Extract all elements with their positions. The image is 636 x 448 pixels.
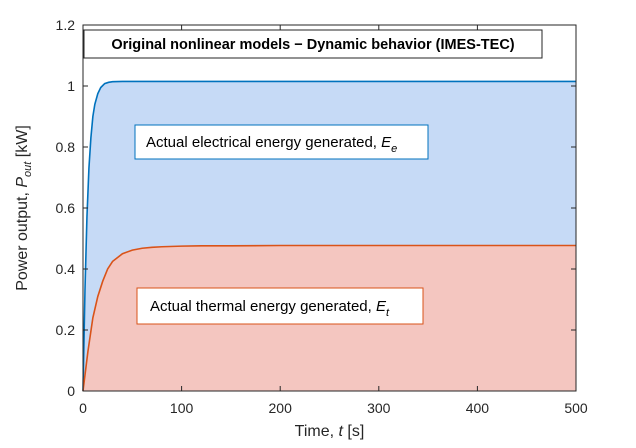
x-tick-label: 100 — [170, 400, 194, 416]
thermal-annotation-box — [136, 287, 424, 325]
y-tick-label: 1.2 — [56, 17, 76, 33]
chart-title: Original nonlinear models − Dynamic beha… — [111, 37, 514, 53]
x-tick-label: 500 — [564, 400, 588, 416]
x-axis-label: Time, t [s] — [295, 423, 365, 440]
y-tick-label: 0.8 — [56, 139, 76, 155]
electrical-annotation: Actual electrical energy generated, Ee — [146, 134, 397, 155]
y-tick-label: 0.4 — [56, 261, 76, 277]
y-tick-label: 1 — [67, 78, 75, 94]
x-tick-label: 0 — [79, 400, 87, 416]
axes: 0 0.2 0.4 0.6 0.8 1 1.2 0 100 200 300 400 500 Time, t… — [14, 17, 588, 440]
electrical-line — [82, 80, 576, 392]
x-tick-label: 200 — [269, 400, 293, 416]
title-box — [83, 29, 543, 59]
y-tick-label: 0.6 — [56, 200, 76, 216]
x-tick-label: 400 — [466, 400, 490, 416]
thermal-line — [82, 244, 576, 392]
annotations: Original nonlinear models − Dynamic beha… — [83, 29, 543, 325]
y-tick-label: 0.2 — [56, 322, 76, 338]
thermal-annotation: Actual thermal energy generated, Et — [150, 298, 390, 319]
x-tick-label: 300 — [367, 400, 391, 416]
electrical-annotation-box — [134, 124, 429, 160]
y-tick-label: 0 — [67, 383, 75, 399]
y-axis-label: Power output, Pout [kW] — [14, 125, 34, 291]
